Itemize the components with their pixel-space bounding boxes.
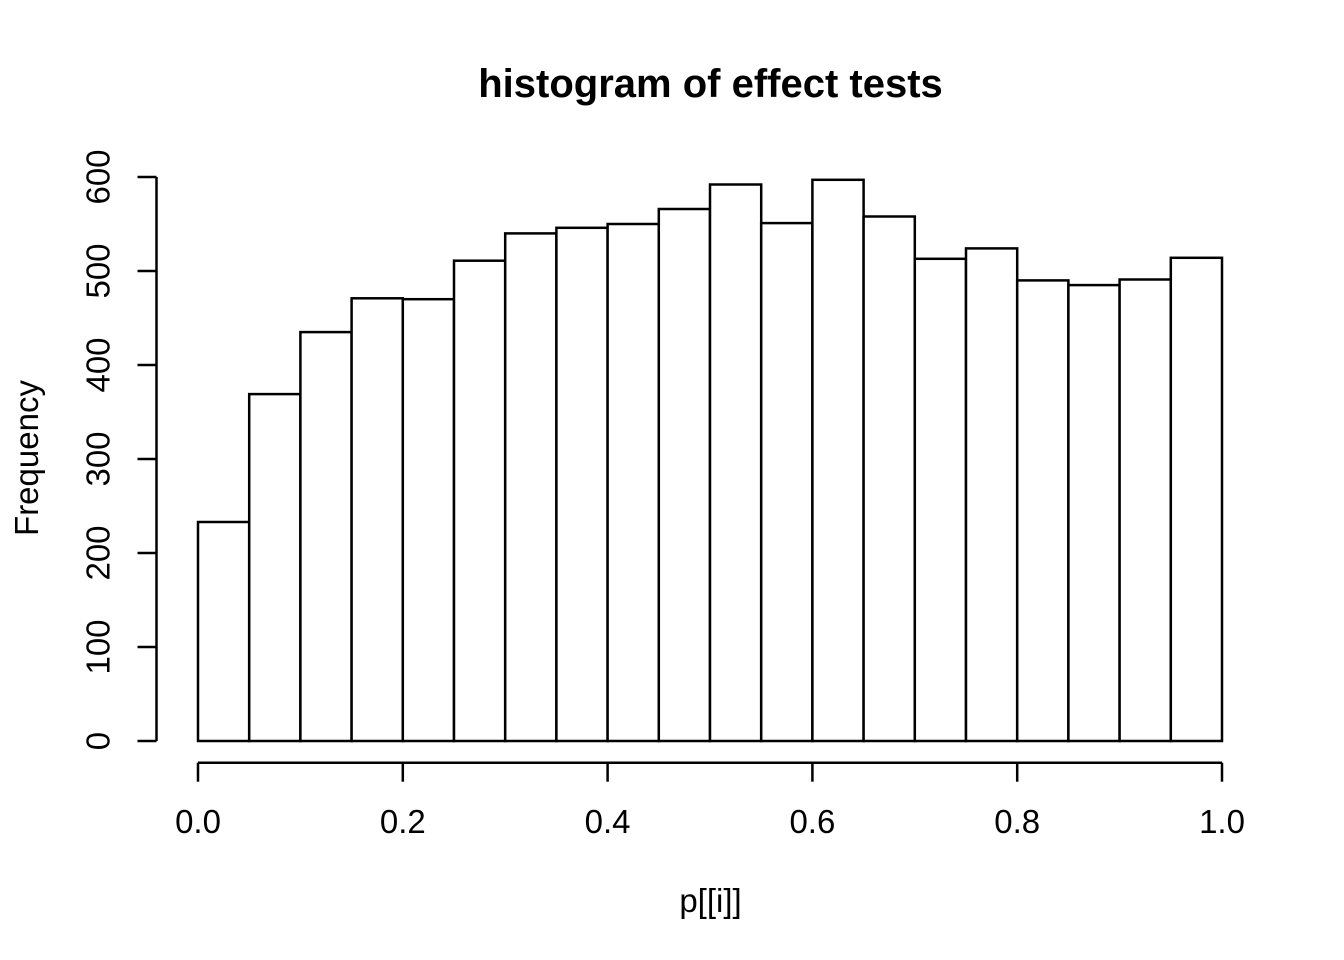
histogram-bar	[606, 222, 661, 743]
y-tick-label: 600	[80, 149, 117, 204]
x-axis-label: p[[i]]	[679, 882, 742, 919]
x-tick-label: 0.0	[175, 803, 221, 840]
histogram-bar	[1118, 278, 1173, 743]
x-tick-label: 0.8	[994, 803, 1040, 840]
histogram-bar	[1067, 283, 1121, 743]
histogram-bar	[196, 520, 251, 743]
histogram-bar	[913, 257, 968, 743]
histogram-bar	[811, 178, 865, 743]
y-tick-label: 500	[80, 243, 117, 298]
histogram-bar	[247, 392, 302, 743]
y-tick-label: 100	[80, 619, 117, 674]
x-tick-label: 0.2	[380, 803, 426, 840]
histogram-bar	[1015, 279, 1070, 743]
y-tick-label: 200	[80, 525, 117, 580]
x-tick-label: 0.6	[789, 803, 835, 840]
histogram-bar	[1169, 256, 1224, 743]
histogram-bar	[657, 207, 712, 743]
histogram-bar	[401, 297, 456, 743]
x-tick-label: 1.0	[1199, 803, 1245, 840]
histogram-bar	[503, 232, 558, 743]
chart-title: histogram of effect tests	[478, 62, 943, 106]
x-tick-label: 0.4	[585, 803, 631, 840]
histogram-bar	[964, 247, 1019, 743]
histogram-bar	[862, 215, 917, 743]
y-tick-label: 300	[80, 431, 117, 486]
histogram-bar	[759, 221, 814, 743]
histogram-bar	[350, 297, 405, 743]
y-tick-label: 0	[80, 732, 117, 750]
y-tick-label: 400	[80, 337, 117, 392]
histogram-bar	[452, 259, 507, 743]
histogram-bar	[299, 330, 353, 743]
histogram-bar	[555, 226, 609, 743]
histogram-bar	[708, 183, 763, 743]
